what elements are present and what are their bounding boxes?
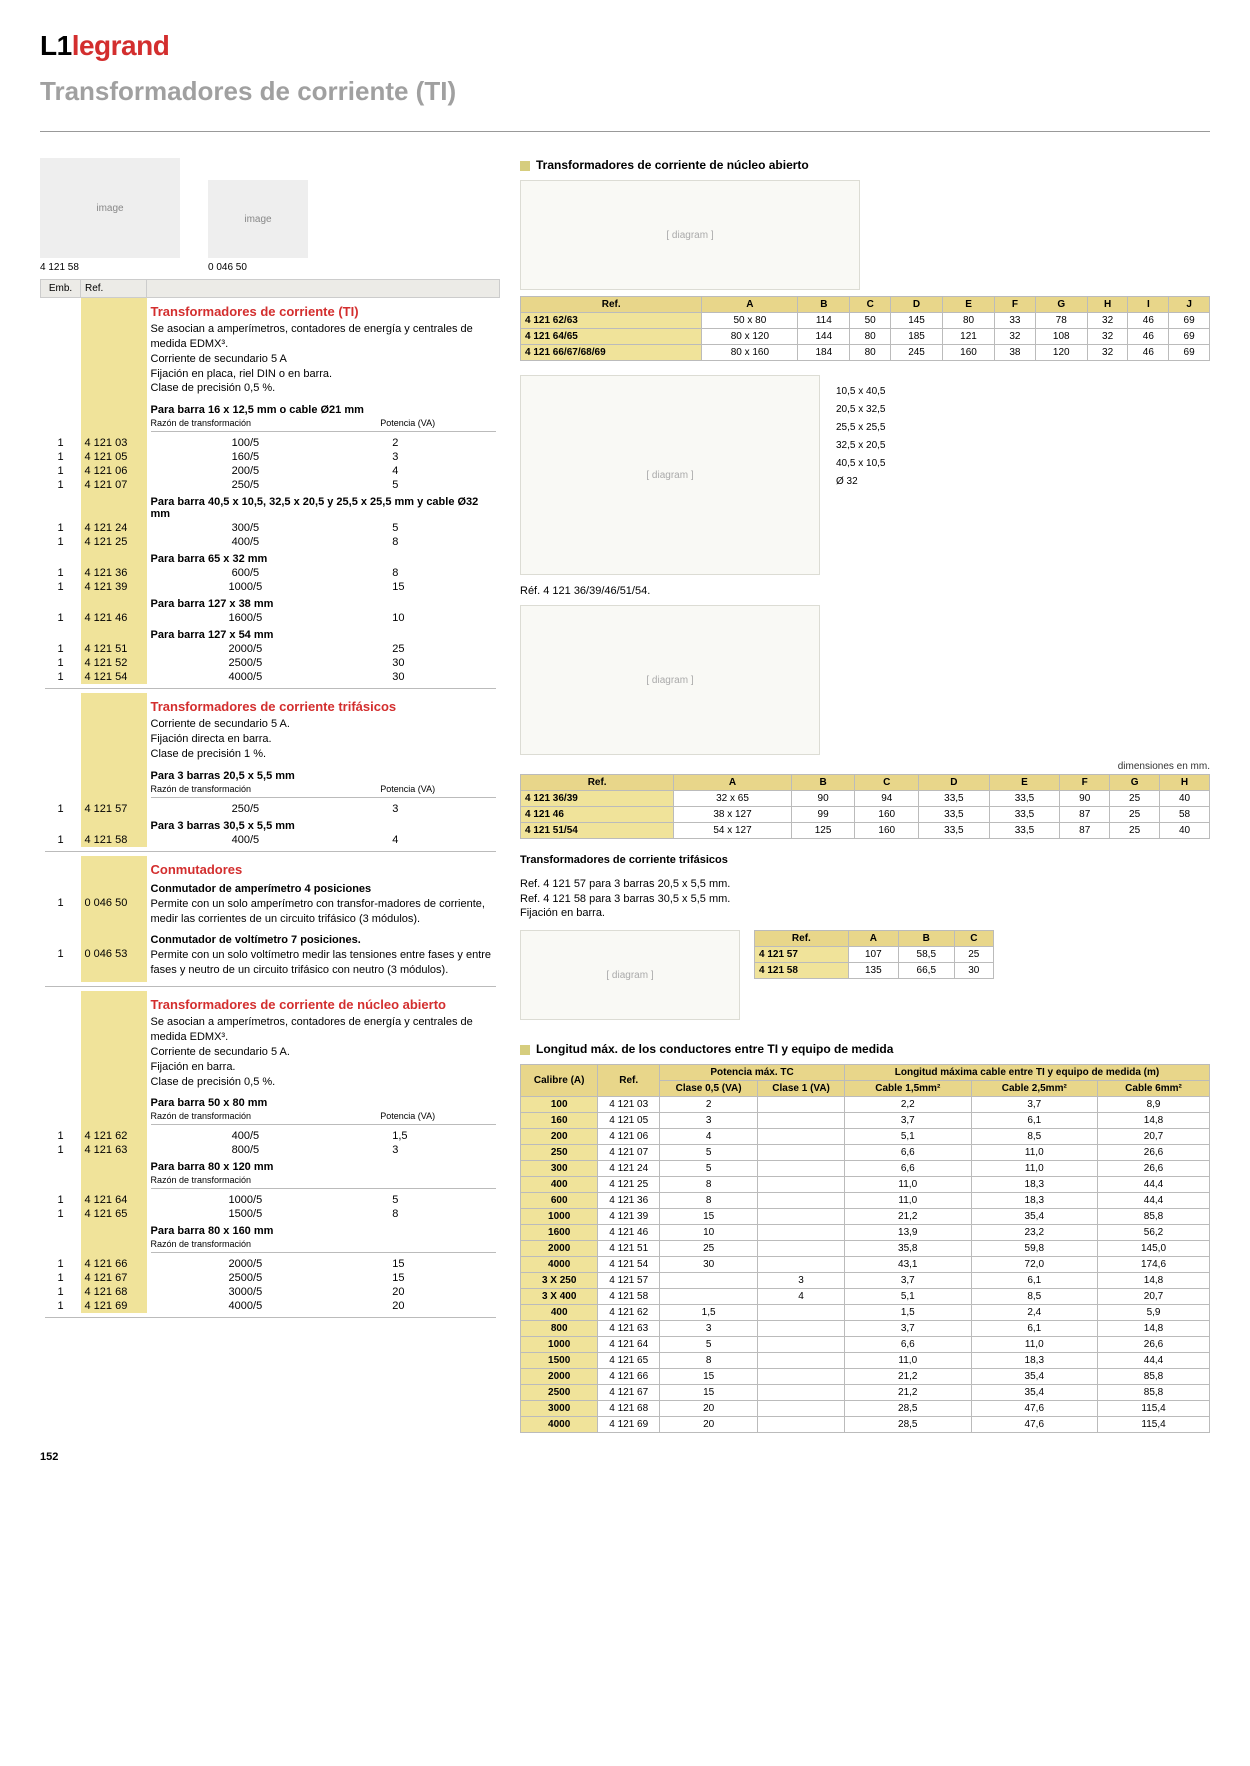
head-ref: Ref. [81,280,147,298]
cable-table: Calibre (A) Ref. Potencia máx. TC Longit… [520,1064,1210,1433]
left-column: image 4 121 58 image 0 046 50 Emb. Ref. … [40,158,500,1433]
diagram-closed-2: [ diagram ] [520,605,820,755]
cable-title: Longitud máx. de los conductores entre T… [520,1042,1210,1056]
image-caption-2: 0 046 50 [208,262,308,273]
tri-title: Transformadores de corriente trifásicos [520,853,1210,867]
open-core-dim-table: Ref.ABCDEFGHIJ4 121 62/6350 x 8011450145… [520,296,1210,361]
image-caption-1: 4 121 58 [40,262,180,273]
diagram-tri: [ diagram ] [520,930,740,1020]
tri-dim-table: Ref.ABC4 121 5710758,5254 121 5813566,53… [754,930,994,979]
tri-note: Ref. 4 121 57 para 3 barras 20,5 x 5,5 m… [520,877,1210,920]
shape-legend: 10,5 x 40,520,5 x 32,525,5 x 25,532,5 x … [836,375,885,581]
right-column: Transformadores de corriente de núcleo a… [520,158,1210,1433]
dimensions-note: dimensiones en mm. [520,761,1210,772]
product-image-2: image [208,180,308,258]
closed-dim-table: Ref.ABCDEFGH4 121 36/3932 x 65909433,533… [520,774,1210,839]
page-number: 152 [40,1451,1210,1463]
divider [40,131,1210,132]
diagram-closed: [ diagram ] [520,375,820,575]
head-emb: Emb. [41,280,81,298]
product-image-1: image [40,158,180,258]
diagram-open-core: [ diagram ] [520,180,860,290]
open-core-title: Transformadores de corriente de núcleo a… [520,158,1210,172]
page-title: Transformadores de corriente (TI) [40,76,1210,107]
ref-note: Réf. 4 121 36/39/46/51/54. [520,585,1210,597]
catalog-table: Emb. Ref. Transformadores de corriente (… [40,279,500,1322]
brand-logo: L1legrand [40,30,1210,62]
